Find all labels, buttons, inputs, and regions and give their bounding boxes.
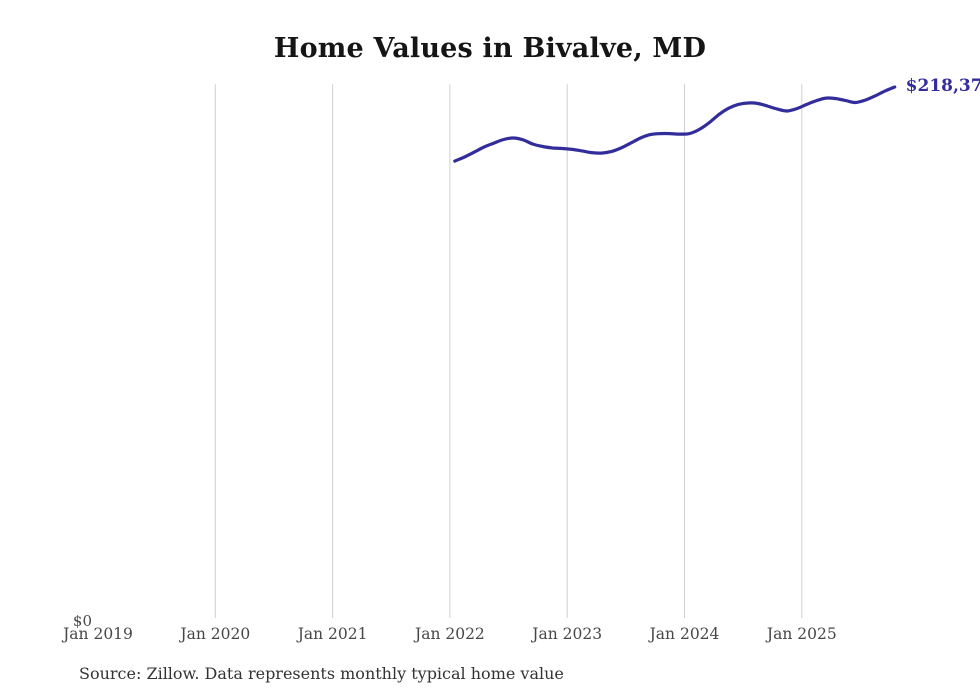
year-gridlines	[214, 84, 803, 618]
latest-value-label: $218,374	[905, 76, 980, 96]
x-tick-label: Jan 2019	[63, 625, 133, 643]
chart-title: Home Values in Bivalve, MD	[273, 33, 707, 64]
x-tick-label: Jan 2021	[297, 625, 368, 643]
x-tick-label: Jan 2025	[766, 625, 837, 643]
x-tick-label: Jan 2024	[649, 625, 720, 643]
x-tick-label: Jan 2022	[414, 625, 485, 643]
y-axis-zero-label: $0	[72, 612, 92, 630]
home-value-line	[453, 85, 897, 163]
x-tick-label: Jan 2023	[532, 625, 603, 643]
source-note: Source: Zillow. Data represents monthly …	[79, 664, 564, 683]
x-tick-label: Jan 2020	[180, 625, 251, 643]
